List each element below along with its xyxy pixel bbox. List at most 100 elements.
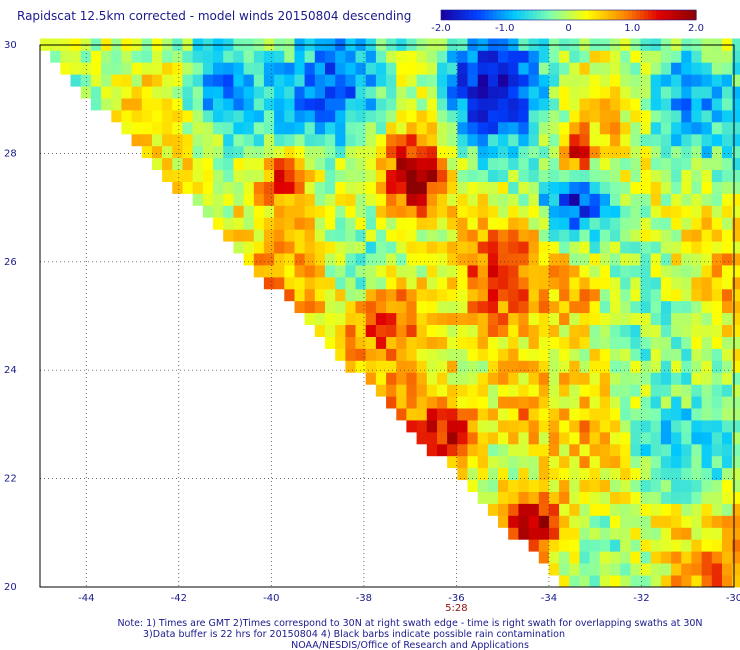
heatmap-cell xyxy=(569,122,580,135)
heatmap-cell xyxy=(528,133,540,147)
heatmap-cell xyxy=(640,181,652,194)
heatmap-cell xyxy=(579,432,591,445)
heatmap-cell xyxy=(467,133,479,147)
heatmap-cell xyxy=(732,157,740,170)
heatmap-cell xyxy=(233,229,244,242)
heatmap-cell xyxy=(660,479,672,492)
colorbar-segment xyxy=(444,10,450,20)
heatmap-cell xyxy=(294,98,306,111)
heatmap-cell xyxy=(192,86,204,99)
heatmap-cell xyxy=(691,527,702,540)
heatmap-cell xyxy=(314,229,326,242)
heatmap-cell xyxy=(732,277,740,290)
heatmap-cell xyxy=(589,527,601,540)
heatmap-cell xyxy=(538,265,550,278)
heatmap-cell xyxy=(548,432,560,445)
heatmap-cell xyxy=(457,86,468,99)
heatmap-cell xyxy=(650,312,662,325)
heatmap-cell xyxy=(457,372,468,385)
heatmap-cell xyxy=(233,110,244,123)
heatmap-cell xyxy=(671,253,682,266)
heatmap-cell xyxy=(426,74,438,87)
heatmap-cell xyxy=(660,193,672,206)
heatmap-cell xyxy=(426,122,438,135)
heatmap-cell xyxy=(141,86,153,99)
heatmap-cell xyxy=(498,122,509,135)
heatmap-cell xyxy=(284,277,295,290)
heatmap-cell xyxy=(691,133,702,147)
heatmap-cell xyxy=(599,217,611,230)
heatmap-cell xyxy=(711,98,723,111)
heatmap-cell xyxy=(599,372,611,385)
heatmap-cell xyxy=(263,157,275,170)
heatmap-cell xyxy=(599,110,611,123)
heatmap-cell xyxy=(711,396,723,409)
heatmap-cell xyxy=(589,157,601,170)
heatmap-cell xyxy=(274,50,285,63)
colorbar-tick-label: 2.0 xyxy=(688,23,704,34)
heatmap-cell xyxy=(335,145,346,159)
heatmap-cell xyxy=(630,62,641,75)
heatmap-cell xyxy=(630,300,641,314)
heatmap-cell xyxy=(579,98,591,111)
heatmap-cell xyxy=(304,86,316,99)
heatmap-cell xyxy=(375,122,387,135)
heatmap-cell xyxy=(610,360,621,373)
x-tick-label: -32 xyxy=(633,593,649,604)
heatmap-cell xyxy=(671,145,682,159)
heatmap-cell xyxy=(528,503,540,516)
heatmap-cell xyxy=(599,432,611,445)
heatmap-cell xyxy=(671,372,682,385)
heatmap-cell xyxy=(691,348,702,361)
heatmap-cell xyxy=(386,265,397,278)
colorbar-segment xyxy=(680,10,685,20)
heatmap-cell xyxy=(640,205,652,218)
heatmap-cell xyxy=(477,455,489,469)
heatmap-cell xyxy=(386,229,397,242)
heatmap-cell xyxy=(610,110,621,123)
heatmap-cell xyxy=(386,217,397,230)
heatmap-cell xyxy=(335,110,346,123)
heatmap-cell xyxy=(213,193,224,206)
heatmap-cell xyxy=(345,300,356,314)
heatmap-cell xyxy=(701,62,713,75)
heatmap-cell xyxy=(599,491,611,504)
heatmap-cell xyxy=(263,205,275,218)
heatmap-cell xyxy=(660,205,672,218)
heatmap-cell xyxy=(671,312,682,325)
heatmap-cell xyxy=(447,98,458,111)
heatmap-cell xyxy=(121,122,132,135)
heatmap-cell xyxy=(640,443,652,457)
heatmap-cell xyxy=(498,384,509,397)
heatmap-cell xyxy=(569,241,580,254)
heatmap-cell xyxy=(213,98,224,111)
heatmap-cell xyxy=(630,50,641,63)
heatmap-cell xyxy=(233,193,244,206)
heatmap-cell xyxy=(213,122,224,135)
heatmap-cell xyxy=(559,491,570,504)
heatmap-cell xyxy=(559,62,570,75)
heatmap-cell xyxy=(253,169,265,182)
heatmap-cell xyxy=(610,86,621,99)
heatmap-cell xyxy=(426,372,438,385)
heatmap-cell xyxy=(365,181,377,194)
heatmap-cell xyxy=(579,62,591,75)
heatmap-cell xyxy=(640,384,652,397)
heatmap-cell xyxy=(722,98,733,111)
heatmap-cell xyxy=(711,74,723,87)
colorbar-segment xyxy=(464,10,470,20)
heatmap-cell xyxy=(508,491,519,504)
colorbar-segment xyxy=(572,10,578,20)
heatmap-cell xyxy=(90,62,102,75)
heatmap-cell xyxy=(610,515,621,528)
heatmap-cell xyxy=(437,443,448,457)
heatmap-cell xyxy=(498,86,509,99)
heatmap-cell xyxy=(365,324,377,337)
heatmap-cell xyxy=(701,74,713,87)
heatmap-cell xyxy=(437,122,448,135)
heatmap-cell xyxy=(671,479,682,492)
heatmap-cell xyxy=(335,193,346,206)
heatmap-cell xyxy=(274,62,285,75)
heatmap-cell xyxy=(437,133,448,147)
heatmap-cell xyxy=(253,217,265,230)
